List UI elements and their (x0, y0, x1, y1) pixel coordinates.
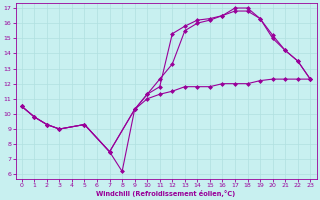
X-axis label: Windchill (Refroidissement éolien,°C): Windchill (Refroidissement éolien,°C) (96, 190, 236, 197)
